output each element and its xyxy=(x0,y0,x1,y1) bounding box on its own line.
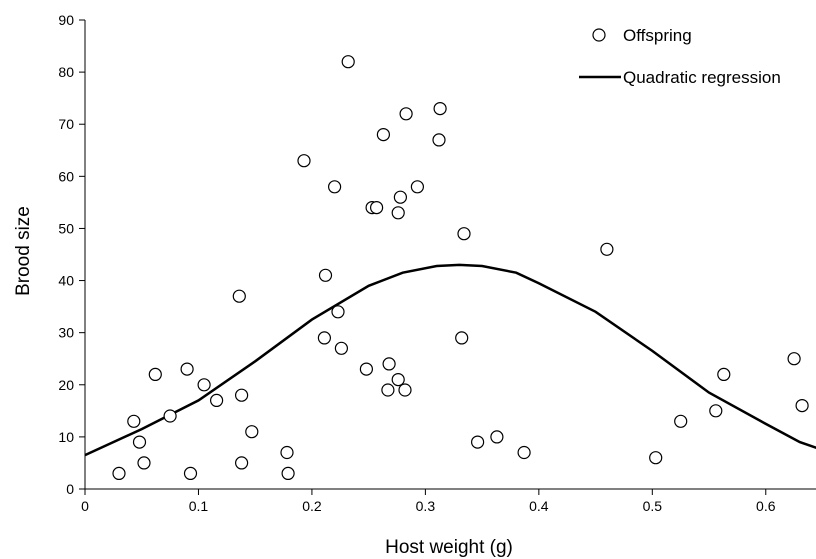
data-point xyxy=(517,445,531,460)
y-tick-label: 0 xyxy=(66,481,74,497)
data-point xyxy=(137,456,151,470)
data-point xyxy=(391,206,405,220)
data-point xyxy=(197,378,211,392)
data-point xyxy=(410,180,424,194)
data-point xyxy=(183,466,198,480)
data-point xyxy=(455,331,469,345)
data-point xyxy=(795,399,809,413)
data-point xyxy=(391,373,405,387)
data-point xyxy=(382,357,396,371)
data-points xyxy=(112,55,809,480)
data-point xyxy=(163,409,177,423)
x-tick-label: 0.1 xyxy=(189,498,209,514)
data-point xyxy=(649,451,663,465)
data-point xyxy=(399,107,413,121)
data-point xyxy=(381,383,395,397)
data-point xyxy=(600,242,614,256)
data-point xyxy=(490,430,504,444)
data-point xyxy=(370,201,384,215)
x-tick-label: 0.2 xyxy=(302,498,322,514)
y-tick-label: 30 xyxy=(58,325,74,341)
data-point xyxy=(471,435,485,449)
x-tick-label: 0 xyxy=(81,498,89,514)
y-tick-label: 90 xyxy=(58,12,74,28)
data-point xyxy=(393,190,407,204)
y-axis-title: Brood size xyxy=(13,206,34,296)
data-point xyxy=(235,388,249,402)
data-point xyxy=(148,367,162,381)
x-tick-label: 0.3 xyxy=(416,498,436,514)
x-ticks: 0 0.1 0.2 0.3 0.4 0.5 0.6 xyxy=(81,489,776,514)
data-point xyxy=(331,305,345,319)
data-point xyxy=(232,289,246,303)
data-point xyxy=(433,101,447,116)
data-point xyxy=(127,414,141,428)
data-point xyxy=(317,331,331,345)
data-point xyxy=(359,362,373,376)
data-point xyxy=(281,466,295,480)
legend-label-offspring: Offspring xyxy=(623,26,692,45)
y-tick-label: 10 xyxy=(58,429,74,445)
y-tick-label: 60 xyxy=(58,168,74,184)
data-point xyxy=(180,362,194,376)
data-point xyxy=(280,445,294,460)
data-point xyxy=(334,341,348,355)
y-tick-label: 70 xyxy=(58,116,74,132)
y-tick-label: 20 xyxy=(58,377,74,393)
legend: Offspring Quadratic regression xyxy=(579,26,781,87)
data-point xyxy=(297,154,311,168)
data-point xyxy=(432,133,446,147)
data-point xyxy=(709,404,723,418)
x-tick-label: 0.6 xyxy=(756,498,776,514)
legend-label-regression: Quadratic regression xyxy=(623,68,781,87)
data-point xyxy=(398,383,412,397)
data-point xyxy=(318,268,333,282)
x-tick-label: 0.4 xyxy=(529,498,549,514)
regression-line xyxy=(84,263,816,457)
data-point xyxy=(328,180,342,194)
axes xyxy=(84,20,816,490)
data-point xyxy=(235,456,249,470)
legend-marker-offspring xyxy=(592,28,606,42)
x-tick-label: 0.5 xyxy=(643,498,663,514)
y-tick-label: 40 xyxy=(58,273,74,289)
data-point xyxy=(112,466,126,480)
data-point xyxy=(674,414,688,428)
data-point xyxy=(457,227,471,241)
data-point xyxy=(210,393,224,407)
y-ticks: 0 10 20 30 40 50 60 70 80 90 xyxy=(58,12,85,497)
data-point xyxy=(341,55,355,69)
data-point xyxy=(717,367,731,381)
data-point xyxy=(245,425,259,439)
y-tick-label: 50 xyxy=(58,220,74,236)
data-point xyxy=(132,435,147,449)
x-axis-title: Host weight (g) xyxy=(385,537,513,558)
y-tick-label: 80 xyxy=(58,64,74,80)
data-point xyxy=(787,352,801,366)
data-point xyxy=(376,128,390,142)
